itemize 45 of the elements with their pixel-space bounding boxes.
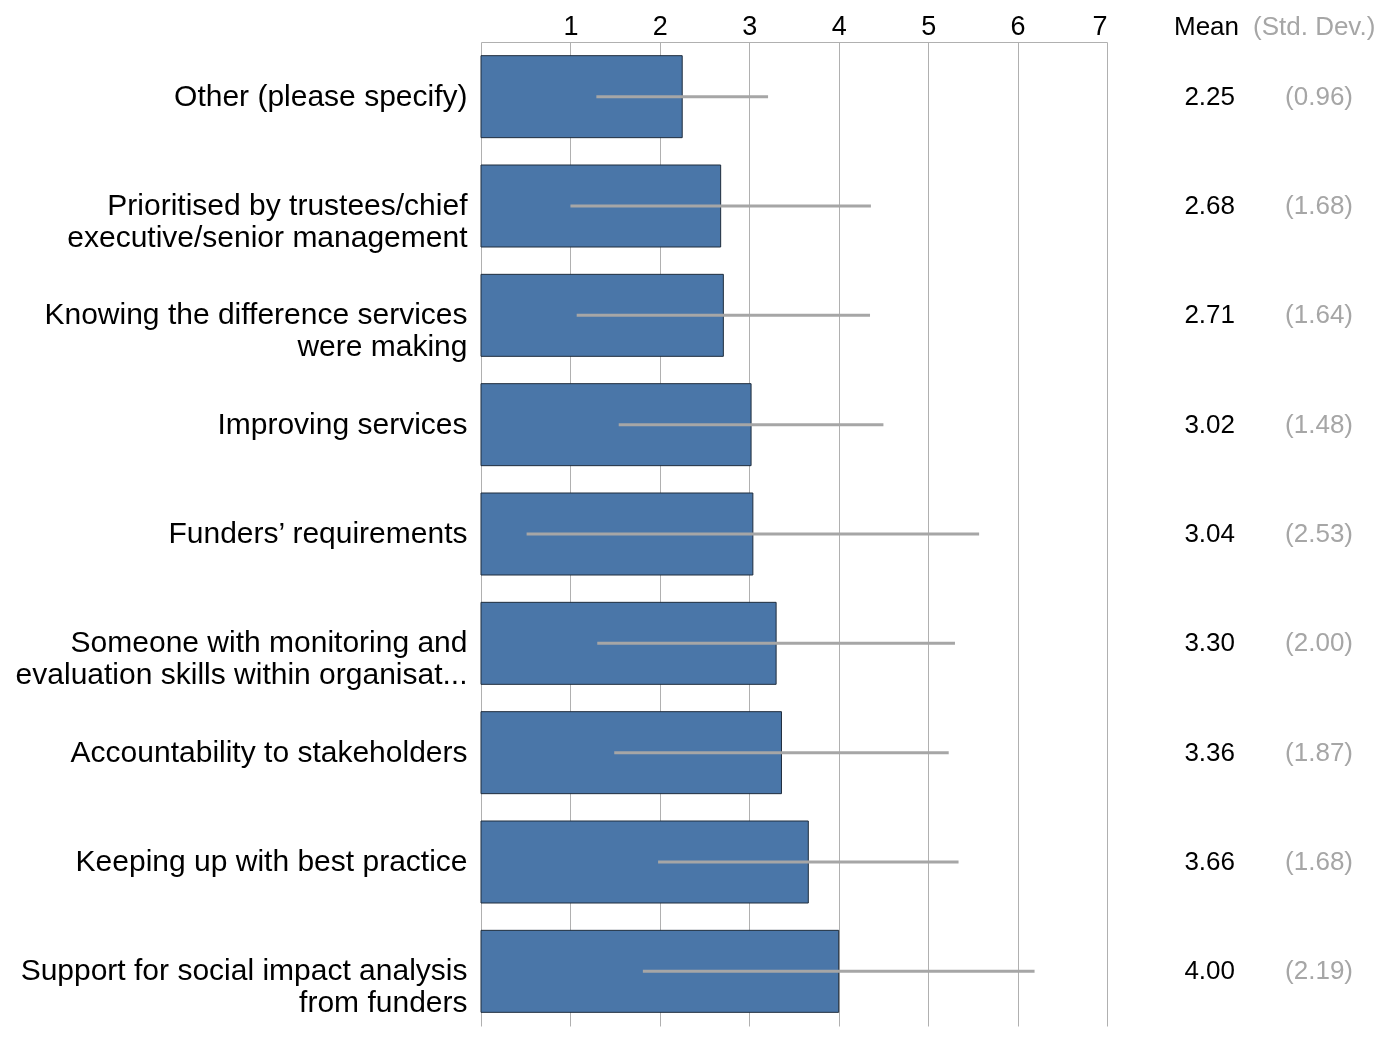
data-label: 4.00 [1184, 955, 1235, 986]
y-tick-label: Other (please specify) [174, 78, 468, 112]
y-tick-label: Knowing the difference services were making [44, 297, 468, 363]
bar [480, 273, 724, 357]
data-label: 3.36 [1184, 736, 1235, 767]
text: (Std. Dev.) [1253, 11, 1376, 41]
text: (1.48) [1285, 408, 1353, 439]
bar [480, 383, 752, 467]
text: Mean [1174, 11, 1240, 41]
x-tick-label: 7 [1092, 10, 1108, 41]
y-tick-label: Support for social impact analysis from funders [20, 953, 468, 1019]
bar [480, 492, 754, 576]
bar [480, 820, 809, 904]
y-tick-label: Improving services [217, 406, 468, 440]
x-tick-label: 2 [652, 10, 668, 41]
x-tick-label: 1 [563, 10, 579, 41]
text: (0.96) [1285, 80, 1353, 111]
bar [480, 601, 777, 685]
data-label: 2.68 [1184, 190, 1235, 220]
x-tick-label: 6 [1010, 10, 1026, 41]
data-label: 3.66 [1184, 846, 1235, 876]
data-label: 2.25 [1184, 80, 1235, 111]
text: (1.87) [1285, 736, 1353, 767]
bar [480, 711, 782, 795]
text: (1.68) [1285, 846, 1353, 876]
data-label: 2.71 [1184, 299, 1235, 330]
y-tick-label: Prioritised by trustees/chief executive/senior management [67, 188, 469, 253]
y-tick-label: Keeping up with best practice [75, 844, 468, 877]
x-tick-label: 5 [921, 10, 937, 41]
bar [480, 164, 722, 248]
x-tick-label: 4 [831, 10, 847, 41]
y-tick-label: Accountability to stakeholders [70, 734, 468, 768]
text: (1.64) [1285, 299, 1353, 330]
text: (2.19) [1285, 955, 1353, 986]
y-tick-label: Someone with monitoring and evaluation skills within organisat... [15, 625, 468, 691]
text: (2.00) [1285, 627, 1353, 658]
data-label: 3.30 [1184, 627, 1235, 658]
data-label: 3.02 [1184, 408, 1235, 439]
text: (2.53) [1285, 518, 1353, 548]
data-label: 3.04 [1184, 518, 1235, 548]
y-tick-label: Funders’ requirements [168, 516, 468, 549]
bar [480, 55, 683, 139]
x-tick-label: 3 [742, 10, 758, 41]
bar [480, 929, 840, 1013]
text: (1.68) [1285, 190, 1353, 220]
